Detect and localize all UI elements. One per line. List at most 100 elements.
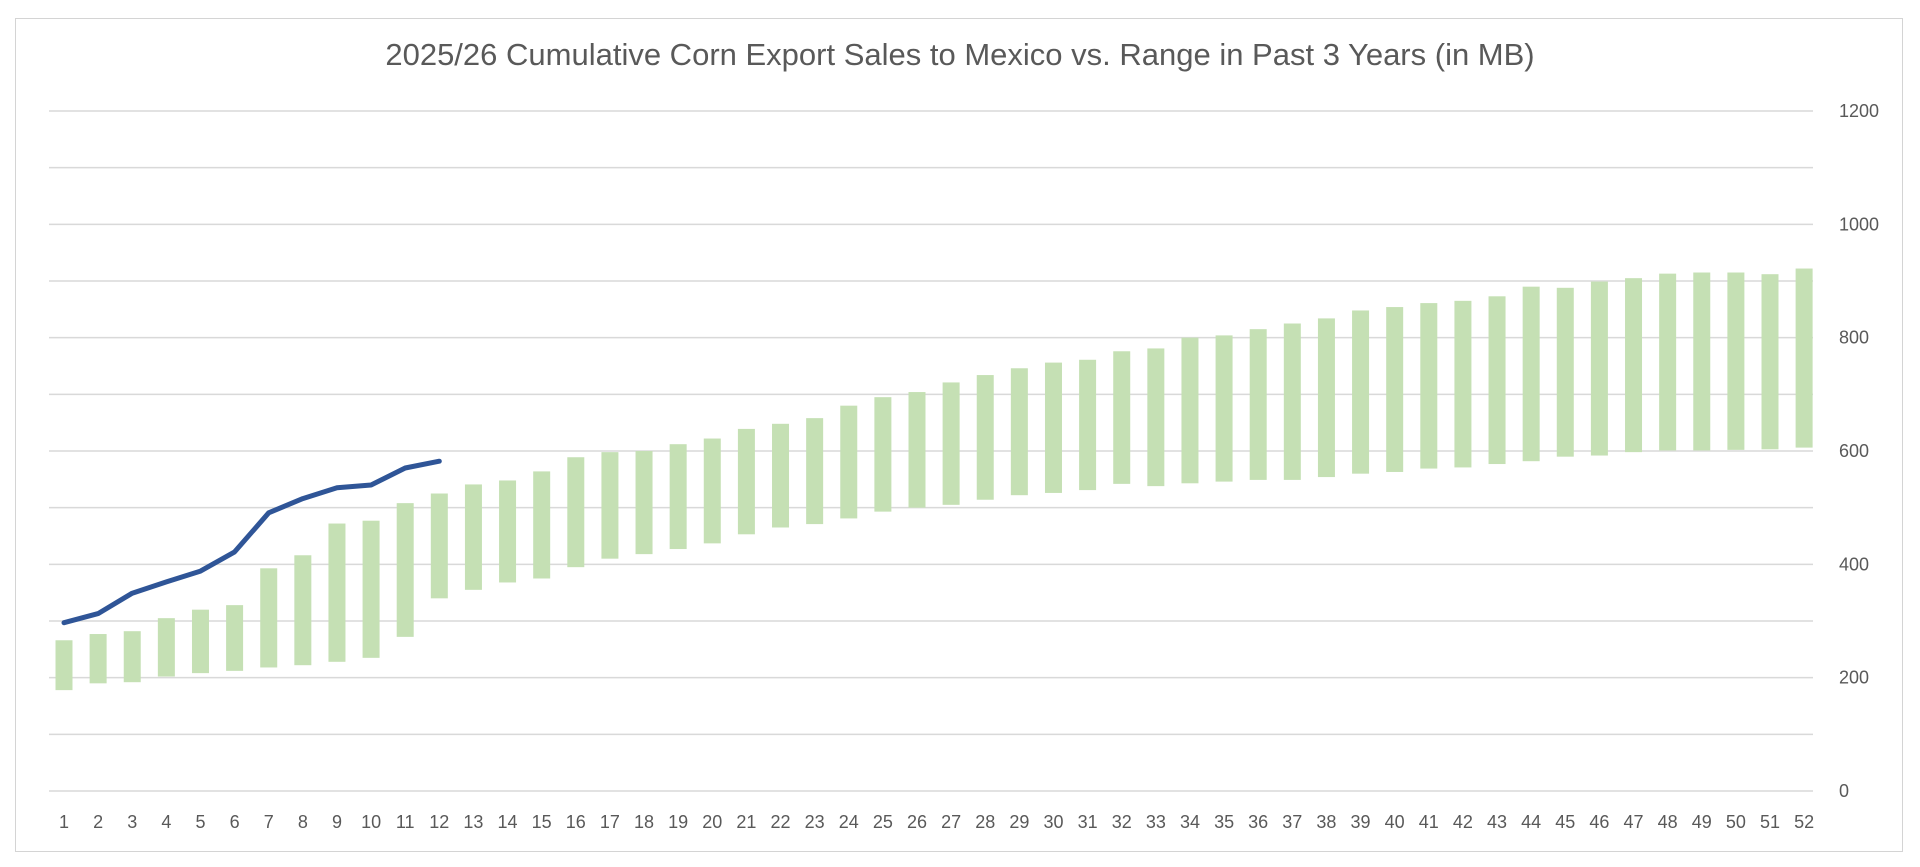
range-bar [703, 438, 721, 544]
range-bar [1488, 296, 1506, 465]
range-bar [1727, 272, 1745, 450]
range-bar [1420, 303, 1438, 469]
range-bar [294, 555, 312, 666]
range-bar [226, 605, 244, 671]
range-bar [1079, 359, 1097, 491]
x-tick-label: 5 [195, 812, 205, 832]
x-tick-label: 3 [127, 812, 137, 832]
range-bar [840, 405, 858, 519]
range-bar [1181, 337, 1199, 484]
range-bar [1454, 300, 1472, 468]
x-tick-label: 30 [1043, 812, 1063, 832]
x-tick-label: 47 [1624, 812, 1644, 832]
x-tick-label: 18 [634, 812, 654, 832]
range-bar [1215, 335, 1233, 482]
x-tick-label: 4 [161, 812, 171, 832]
x-tick-label: 45 [1555, 812, 1575, 832]
range-bar [1386, 307, 1404, 472]
x-tick-label: 20 [702, 812, 722, 832]
x-tick-label: 7 [264, 812, 274, 832]
range-bar [123, 631, 141, 683]
current-season-line [61, 458, 442, 626]
range-bar [1317, 318, 1335, 478]
range-bar [1693, 272, 1711, 451]
x-tick-label: 36 [1248, 812, 1268, 832]
grid-layer [49, 110, 1813, 792]
range-bars [55, 268, 1813, 691]
y-tick-label: 0 [1839, 781, 1849, 801]
x-tick-label: 26 [907, 812, 927, 832]
x-tick-label: 44 [1521, 812, 1541, 832]
chart-svg: 2025/26 Cumulative Corn Export Sales to … [49, 37, 1879, 832]
x-tick-label: 31 [1078, 812, 1098, 832]
range-bar [669, 444, 687, 550]
x-tick-label: 2 [93, 812, 103, 832]
x-tick-label: 27 [941, 812, 961, 832]
range-bar [737, 428, 755, 535]
range-bar [1044, 362, 1062, 493]
chart-title: 2025/26 Cumulative Corn Export Sales to … [385, 37, 1534, 72]
x-tick-label: 9 [332, 812, 342, 832]
x-tick-label: 11 [396, 812, 415, 832]
x-tick-label: 43 [1487, 812, 1507, 832]
x-tick-label: 51 [1760, 812, 1780, 832]
x-tick-label: 25 [873, 812, 893, 832]
y-tick-label: 400 [1839, 554, 1869, 574]
x-tick-label: 41 [1419, 812, 1439, 832]
x-tick-label: 29 [1009, 812, 1029, 832]
x-tick-label: 24 [839, 812, 859, 832]
x-tick-label: 13 [463, 812, 483, 832]
x-tick-label: 8 [298, 812, 308, 832]
x-tick-label: 38 [1316, 812, 1336, 832]
x-tick-label: 15 [532, 812, 552, 832]
range-bar [567, 457, 585, 568]
current-season-line-group [61, 458, 442, 626]
x-tick-label: 32 [1112, 812, 1132, 832]
y-tick-label: 800 [1839, 328, 1869, 348]
y-tick-label: 600 [1839, 441, 1869, 461]
x-tick-label: 33 [1146, 812, 1166, 832]
x-tick-label: 17 [600, 812, 620, 832]
range-bar [1522, 286, 1540, 462]
range-bar [89, 634, 107, 684]
x-tick-label: 14 [498, 812, 518, 832]
y-tick-label: 1000 [1839, 214, 1879, 234]
x-tick-label: 22 [771, 812, 791, 832]
range-bar [1010, 368, 1028, 496]
x-axis-labels: 1 2 3 4 5 6 7 8 9 10 11 12 13 14 15 16 17 18 19 20 21 22 23 24 2… [59, 812, 1814, 832]
range-bar [430, 493, 448, 599]
range-bar [806, 418, 824, 525]
range-bar [1659, 273, 1677, 451]
y-tick-label: 200 [1839, 668, 1869, 688]
range-bar [1556, 287, 1574, 457]
x-tick-label: 21 [736, 812, 756, 832]
range-bar [976, 375, 994, 500]
range-bar [1113, 351, 1131, 484]
range-bar [1249, 329, 1267, 480]
x-tick-label: 48 [1658, 812, 1678, 832]
range-bar [362, 520, 380, 658]
x-tick-label: 50 [1726, 812, 1746, 832]
x-tick-label: 39 [1351, 812, 1371, 832]
range-bar [1590, 281, 1608, 456]
range-bar [635, 451, 653, 555]
range-bar [1147, 348, 1165, 487]
range-bar [260, 568, 278, 668]
range-bar [533, 471, 551, 579]
x-tick-label: 35 [1214, 812, 1234, 832]
range-bar [191, 609, 209, 674]
range-bar [157, 618, 175, 677]
x-tick-label: 19 [668, 812, 688, 832]
range-bar [1625, 278, 1643, 453]
range-bar [942, 382, 960, 505]
x-tick-label: 1 [59, 812, 69, 832]
range-bar [1761, 274, 1779, 450]
x-tick-label: 23 [805, 812, 825, 832]
chart-frame: 2025/26 Cumulative Corn Export Sales to … [15, 18, 1903, 852]
x-tick-label: 10 [361, 812, 381, 832]
x-tick-label: 40 [1385, 812, 1405, 832]
x-tick-label: 52 [1794, 812, 1814, 832]
range-bar [499, 480, 517, 583]
x-tick-label: 42 [1453, 812, 1473, 832]
y-axis-labels: 0 200 400 600 800 1000 1200 [1839, 101, 1879, 801]
